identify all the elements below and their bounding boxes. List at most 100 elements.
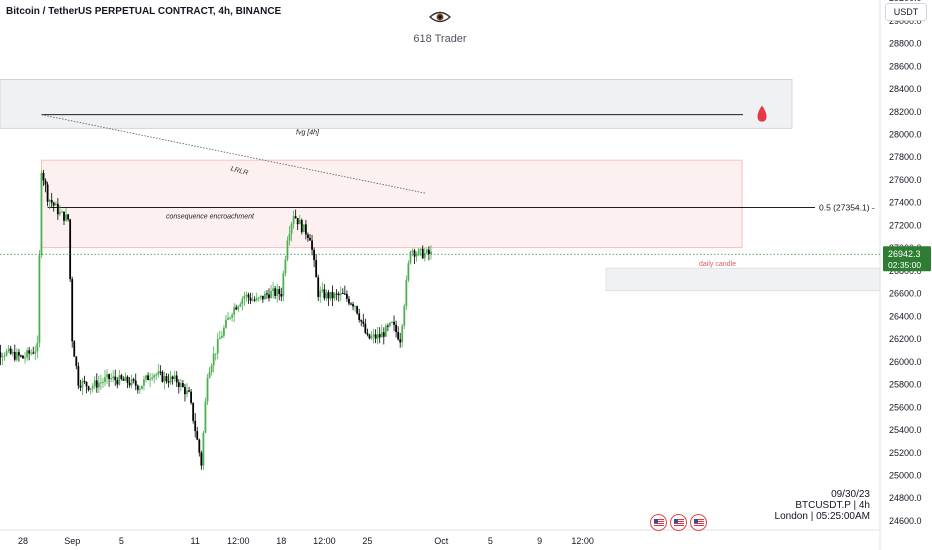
candle-body xyxy=(184,386,186,395)
candle-body xyxy=(63,211,65,221)
event-flags xyxy=(650,514,707,531)
candle-body xyxy=(284,259,287,274)
candle-body xyxy=(341,293,344,295)
candle-body xyxy=(110,378,113,380)
x-tick-label: 12:00 xyxy=(313,536,336,546)
x-tick-label: 12:00 xyxy=(571,536,594,546)
candle-body xyxy=(208,372,211,378)
candle-body xyxy=(134,380,137,386)
candle-body xyxy=(325,292,328,299)
candle-body xyxy=(188,390,190,392)
candle-body xyxy=(83,380,86,382)
candle-body xyxy=(288,233,291,241)
candle-body xyxy=(374,334,377,339)
candle-body xyxy=(419,248,422,250)
candle-body xyxy=(161,371,164,382)
candle-body xyxy=(153,375,156,378)
candle-body xyxy=(132,379,135,381)
candle-body xyxy=(210,365,213,373)
us-flag-icon[interactable] xyxy=(650,514,667,531)
candle-body xyxy=(327,292,330,299)
candle-body xyxy=(61,211,63,213)
candle-body xyxy=(114,376,117,381)
candle-body xyxy=(237,306,240,310)
candle-body xyxy=(95,380,98,388)
candle-body xyxy=(223,327,225,336)
candle-body xyxy=(364,323,367,333)
candle-body xyxy=(155,374,158,376)
candle-body xyxy=(337,293,340,296)
candle-body xyxy=(393,321,395,325)
y-tick-label: 28200.0 xyxy=(889,107,922,117)
candle-body xyxy=(423,253,426,259)
eye-icon xyxy=(428,11,452,23)
candle-body xyxy=(179,383,182,387)
candle-body xyxy=(403,306,406,326)
candle-body xyxy=(136,385,139,390)
candle-body xyxy=(36,342,39,352)
candle-body xyxy=(34,351,37,354)
candle-body xyxy=(339,293,342,296)
candle-body xyxy=(239,304,242,307)
candle-body xyxy=(315,260,318,278)
candle-body xyxy=(28,350,31,354)
candle-body xyxy=(319,291,322,297)
candle-body xyxy=(362,321,365,324)
candle-body xyxy=(229,317,231,319)
y-tick-label: 25400.0 xyxy=(889,425,922,435)
candle-body xyxy=(38,255,41,343)
candle-body xyxy=(149,378,151,381)
us-flag-icon[interactable] xyxy=(690,514,707,531)
candle-body xyxy=(391,321,393,323)
candle-body xyxy=(128,382,131,386)
candle-body xyxy=(81,380,84,388)
candle-body xyxy=(286,240,289,260)
candle-body xyxy=(421,248,424,259)
candle-body xyxy=(235,307,238,310)
candle-body xyxy=(93,380,96,387)
candle-body xyxy=(7,348,10,352)
candle-body xyxy=(290,223,293,234)
candle-body xyxy=(382,332,385,337)
candle-body xyxy=(20,355,22,357)
candle-body xyxy=(249,297,252,301)
candle-body xyxy=(116,380,119,385)
candle-body xyxy=(204,401,207,433)
candle-body xyxy=(214,353,217,355)
candle-body xyxy=(294,216,297,219)
candle-body xyxy=(118,375,121,385)
candle-body xyxy=(268,294,270,299)
x-tick-label: 12:00 xyxy=(227,536,250,546)
fvg-label: fvg [4h] xyxy=(296,130,320,137)
candle-body xyxy=(1,356,4,358)
candle-body xyxy=(387,325,389,327)
candle-body xyxy=(352,304,354,307)
candle-body xyxy=(141,385,143,389)
y-tick-label: 26200.0 xyxy=(889,334,922,344)
us-flag-icon[interactable] xyxy=(670,514,687,531)
candle-body xyxy=(257,297,260,299)
candle-body xyxy=(120,375,123,379)
daily-candle-label: daily candle xyxy=(699,261,736,268)
candle-body xyxy=(145,375,147,380)
currency-button[interactable]: USDT xyxy=(885,3,927,21)
candle-body xyxy=(171,376,174,380)
candle-body xyxy=(323,289,326,299)
candle-body xyxy=(22,355,24,359)
candle-body xyxy=(44,180,47,185)
candle-body xyxy=(3,355,6,357)
candle-body xyxy=(32,352,35,354)
candle-body xyxy=(407,263,410,280)
candle-body xyxy=(73,341,76,357)
candle-body xyxy=(317,277,320,297)
candle-body xyxy=(48,199,51,202)
candle-body xyxy=(399,339,402,343)
candle-body xyxy=(245,294,248,296)
candle-body xyxy=(259,295,262,298)
candle-body xyxy=(343,293,346,295)
candle-body xyxy=(368,334,371,339)
candle-body xyxy=(194,420,197,432)
candle-body xyxy=(198,439,201,453)
candle-body xyxy=(329,291,332,299)
